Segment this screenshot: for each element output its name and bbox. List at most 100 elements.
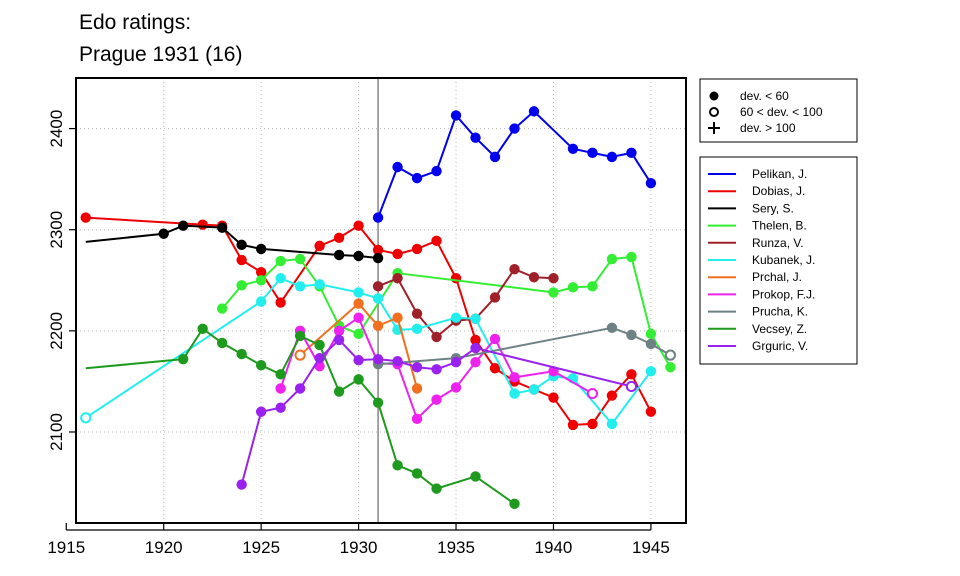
data-point [353,328,364,340]
data-point [548,273,559,284]
data-point [470,356,481,368]
data-point [411,383,423,394]
data-point [197,323,208,335]
data-point [645,338,657,350]
data-point [470,132,481,143]
data-point [645,366,657,377]
data-point [275,255,286,267]
series-line [377,268,554,338]
data-point [606,151,618,163]
data-point [216,337,228,349]
data-point [548,287,559,298]
series-sery-s [85,220,384,264]
data-point [587,147,598,159]
data-point [567,282,579,293]
data-point [626,251,637,263]
data-point [431,331,442,343]
data-point [372,320,384,331]
data-point-open [294,349,306,361]
data-point [236,254,247,266]
data-point [177,220,189,231]
data-point [294,253,306,265]
series-thelen-b [216,251,676,373]
data-point [626,369,637,380]
data-point [372,244,384,256]
series-line [85,216,652,426]
data-point [353,287,364,298]
y-tick-label: 2100 [47,413,66,451]
data-point [411,413,423,425]
data-point [645,406,657,417]
data-point [80,212,91,223]
data-point [587,418,598,430]
data-point [489,151,501,163]
data-point [216,222,228,233]
legend-label: Prokop, F.J. [752,287,815,301]
data-point [216,303,228,314]
legend-label: Grguric, V. [752,339,808,353]
x-tick-label: 1940 [535,538,573,557]
data-point [392,312,403,323]
data-point [645,177,657,189]
series-vecsey-z [85,323,520,509]
series-grguric-v [236,334,638,490]
series-prokop-f-j [275,312,599,425]
data-point [392,355,403,367]
data-point [294,281,306,292]
data-point [489,292,501,303]
data-point [450,273,462,284]
data-point [236,280,247,291]
plot-frame [75,77,687,524]
data-point [275,297,286,308]
data-point [470,342,481,354]
data-point [294,330,306,342]
data-point [431,165,442,177]
data-point [255,360,267,371]
chart-subtitle: Prague 1931 (16) [79,43,242,66]
data-point [314,352,325,364]
data-point [470,334,481,346]
legend-label: Thelen, B. [752,219,807,233]
open-circle-icon [709,107,719,117]
data-point [411,468,423,479]
data-point [509,372,520,383]
data-point [353,298,364,309]
data-point [372,353,384,365]
data-point [450,382,462,393]
legend-label: Prucha, K. [752,305,808,319]
legend-label: Kubanek, J. [752,253,815,267]
plus-icon [708,122,720,134]
data-point [275,273,286,284]
data-point [470,471,481,482]
data-point [450,312,462,323]
x-tick-label: 1915 [47,538,85,557]
series-line [240,338,632,485]
data-point [333,334,345,346]
series-pelikan-j [372,106,657,223]
series-layer [80,106,677,509]
data-point [587,281,598,292]
data-point [431,235,442,247]
data-point [353,312,364,323]
data-point [509,123,520,134]
data-point-open [80,412,92,424]
data-point [411,243,423,255]
series-line [85,277,652,425]
legend-label: Pelikan, J. [752,167,807,181]
data-point [392,248,403,260]
data-point [236,348,247,360]
data-point [450,110,462,121]
data-point [567,419,579,431]
chart-title: Edo ratings: [79,11,191,34]
y-tick-label: 2300 [47,211,66,249]
deviation-legend-box [699,78,858,143]
x-tick-label: 1945 [632,538,670,557]
data-point [177,353,189,365]
data-point [567,143,579,154]
data-point [606,322,618,334]
data-point [275,383,286,394]
player-legend: Pelikan, J. Dobias, J. Sery, S. Thelen, B. R… [699,156,858,365]
data-point [626,329,637,341]
series-dobias-j [80,212,657,431]
y-tick-label: 2400 [47,110,66,148]
